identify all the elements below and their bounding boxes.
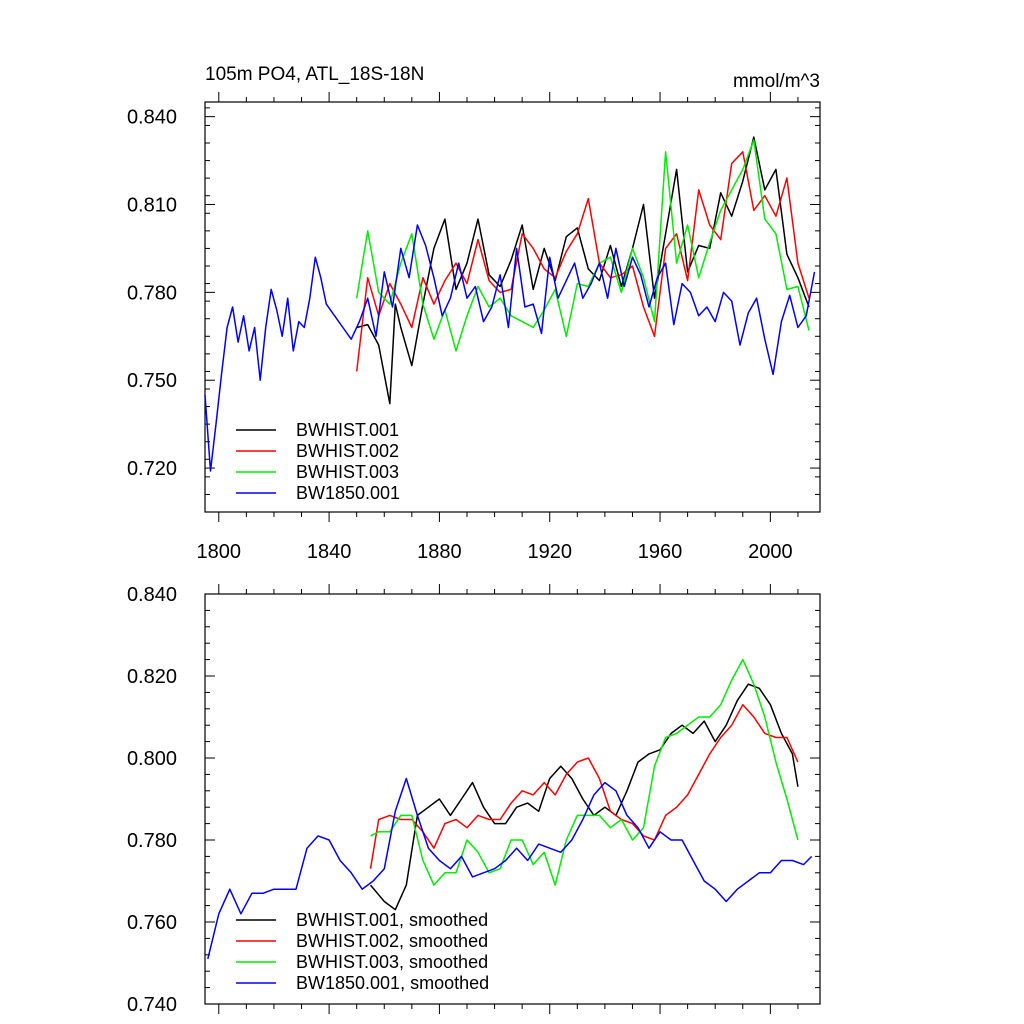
y-tick-label: 0.780: [127, 830, 177, 852]
legend-label: BWHIST.003, smoothed: [296, 952, 488, 972]
y-tick-label: 0.800: [127, 748, 177, 770]
series-line-0: [369, 683, 799, 911]
legend-label: BW1850.001, smoothed: [296, 973, 489, 993]
x-tick-label: 1880: [417, 541, 462, 563]
bottom-y-tick-labels: 0.740 0.760 0.780 0.800 0.820 0.840: [127, 584, 177, 1016]
legend-label: BW1850.001: [296, 483, 400, 503]
series-line-2: [355, 139, 810, 352]
x-tick-label: 2000: [748, 541, 793, 563]
top-series-lines: [204, 136, 816, 472]
legend-label: BWHIST.002: [296, 441, 399, 461]
legend-label: BWHIST.001: [296, 420, 399, 440]
y-tick-label: 0.750: [127, 370, 177, 392]
series-line-0: [356, 136, 810, 405]
units-label: mmol/m^3: [733, 71, 820, 92]
bottom-series-lines: [207, 658, 813, 960]
x-tick-label: 1960: [638, 541, 683, 563]
x-tick-label: 1800: [197, 541, 242, 563]
series-line-1: [369, 703, 799, 869]
y-tick-label: 0.760: [127, 912, 177, 934]
y-tick-label: 0.840: [127, 584, 177, 606]
x-tick-label: 1920: [527, 541, 572, 563]
legend-label: BWHIST.002, smoothed: [296, 931, 488, 951]
top-plot-frame: [204, 101, 821, 513]
series-line-3: [204, 224, 816, 472]
y-tick-label: 0.720: [127, 458, 177, 480]
bottom-panel: 0.740 0.760 0.780 0.800 0.820 0.840 BWHIST.00…: [127, 584, 821, 1016]
series-line-3: [207, 777, 813, 960]
series-line-2: [370, 658, 799, 886]
y-tick-label: 0.740: [127, 994, 177, 1016]
top-tick-marks: [205, 92, 820, 522]
legend-label: BWHIST.003: [296, 462, 399, 482]
top-panel: 105m PO4, ATL_18S-18N mmol/m^3 0.720 0.75…: [127, 64, 821, 563]
y-tick-label: 0.810: [127, 195, 177, 217]
y-tick-label: 0.820: [127, 666, 177, 688]
bottom-plot-frame: [204, 593, 821, 1005]
series-line-1: [355, 151, 810, 372]
top-y-tick-labels: 0.720 0.750 0.780 0.810 0.840: [127, 107, 177, 480]
top-x-tick-labels: 1800 1840 1880 1920 1960 2000: [197, 541, 793, 563]
y-tick-label: 0.840: [127, 107, 177, 129]
x-tick-label: 1840: [307, 541, 352, 563]
y-tick-label: 0.780: [127, 282, 177, 304]
bottom-tick-marks: [205, 584, 820, 1014]
legend-label: BWHIST.001, smoothed: [296, 910, 488, 930]
chart-title: 105m PO4, ATL_18S-18N: [205, 64, 424, 85]
